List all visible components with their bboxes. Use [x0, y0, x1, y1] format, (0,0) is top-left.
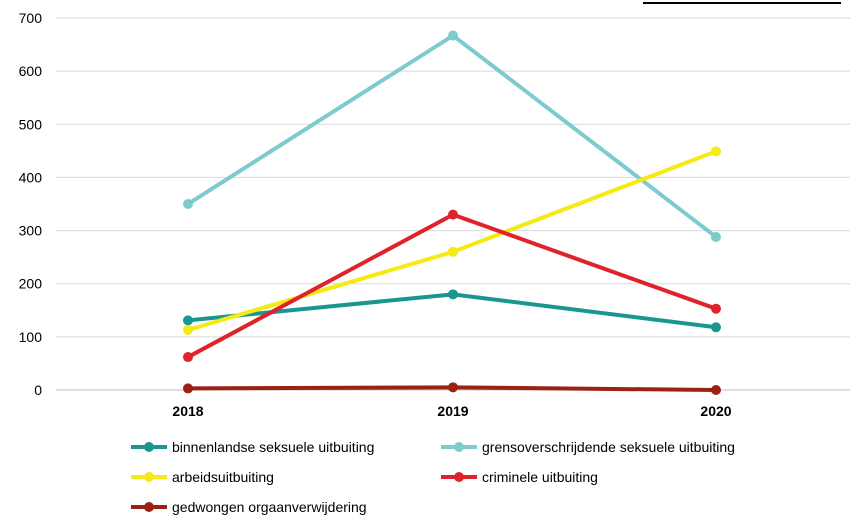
- legend-swatch-marker: [144, 502, 154, 512]
- legend-label: arbeidsuitbuiting: [172, 469, 274, 485]
- data-point: [448, 30, 458, 41]
- legend-swatch-marker: [454, 472, 464, 482]
- data-point: [448, 382, 458, 393]
- x-tick-label: 2018: [172, 403, 203, 419]
- gridlines: [56, 17, 850, 391]
- data-point: [448, 246, 458, 257]
- series-line: [186, 212, 718, 360]
- legend-swatch-marker: [144, 472, 154, 482]
- data-point: [711, 385, 721, 395]
- y-tick-label: 700: [19, 10, 43, 26]
- series-line: [186, 33, 718, 239]
- y-tick-label: 600: [19, 63, 43, 79]
- data-point: [448, 289, 458, 300]
- data-point: [183, 315, 193, 326]
- legend-label: grensoverschrijdende seksuele uitbuiting: [482, 439, 735, 455]
- y-tick-label: 200: [19, 276, 43, 292]
- y-tick-label: 0: [34, 382, 42, 398]
- data-point: [711, 146, 721, 157]
- y-tick-label: 400: [19, 169, 43, 185]
- y-tick-label: 500: [19, 116, 43, 132]
- data-point: [183, 324, 193, 335]
- data-point: [711, 231, 721, 242]
- legend-label: gedwongen orgaanverwijdering: [172, 499, 367, 515]
- data-point: [711, 322, 721, 333]
- y-tick-label: 300: [19, 223, 43, 239]
- x-tick-label: 2020: [700, 403, 731, 419]
- top-border-line: [643, 2, 841, 4]
- y-tick-label: 100: [19, 329, 43, 345]
- legend: binnenlandse seksuele uitbuiting grensove…: [131, 439, 735, 515]
- legend-swatch-marker: [144, 442, 154, 452]
- series-line: [186, 292, 718, 330]
- x-axis-ticks: 2018 2019 2020: [172, 403, 731, 419]
- data-point: [448, 209, 458, 220]
- legend-swatch-marker: [454, 442, 464, 452]
- y-axis-ticks: 0 100 200 300 400 500 600 700: [19, 10, 43, 398]
- series-lines: [183, 30, 721, 395]
- data-point: [183, 383, 193, 394]
- data-point: [183, 199, 193, 209]
- x-tick-label: 2019: [437, 403, 468, 419]
- data-point: [183, 352, 193, 363]
- legend-label: criminele uitbuiting: [482, 469, 598, 485]
- data-point: [711, 303, 721, 314]
- legend-label: binnenlandse seksuele uitbuiting: [172, 439, 374, 455]
